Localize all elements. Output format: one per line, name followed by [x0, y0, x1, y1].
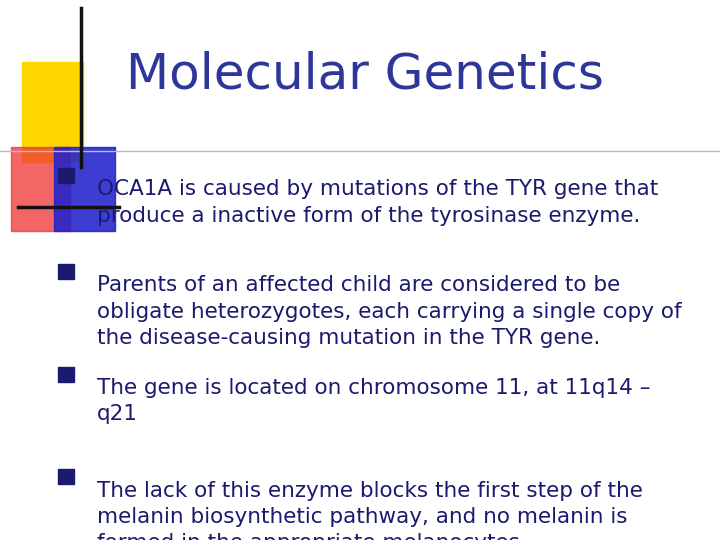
Text: OCA1A is caused by mutations of the TYR gene that
produce a inactive form of the: OCA1A is caused by mutations of the TYR …: [97, 179, 659, 226]
Bar: [58, 469, 74, 484]
Bar: [58, 367, 74, 382]
Text: The lack of this enzyme blocks the first step of the
melanin biosynthetic pathwa: The lack of this enzyme blocks the first…: [97, 481, 643, 540]
Text: Parents of an affected child are considered to be
obligate heterozygotes, each c: Parents of an affected child are conside…: [97, 275, 682, 348]
Bar: [54, 147, 115, 231]
Bar: [58, 264, 74, 279]
Bar: [58, 168, 74, 183]
Text: The gene is located on chromosome 11, at 11q14 –
q21: The gene is located on chromosome 11, at…: [97, 378, 651, 424]
Bar: [11, 147, 70, 231]
Bar: [22, 62, 83, 162]
Text: Molecular Genetics: Molecular Genetics: [126, 51, 604, 98]
